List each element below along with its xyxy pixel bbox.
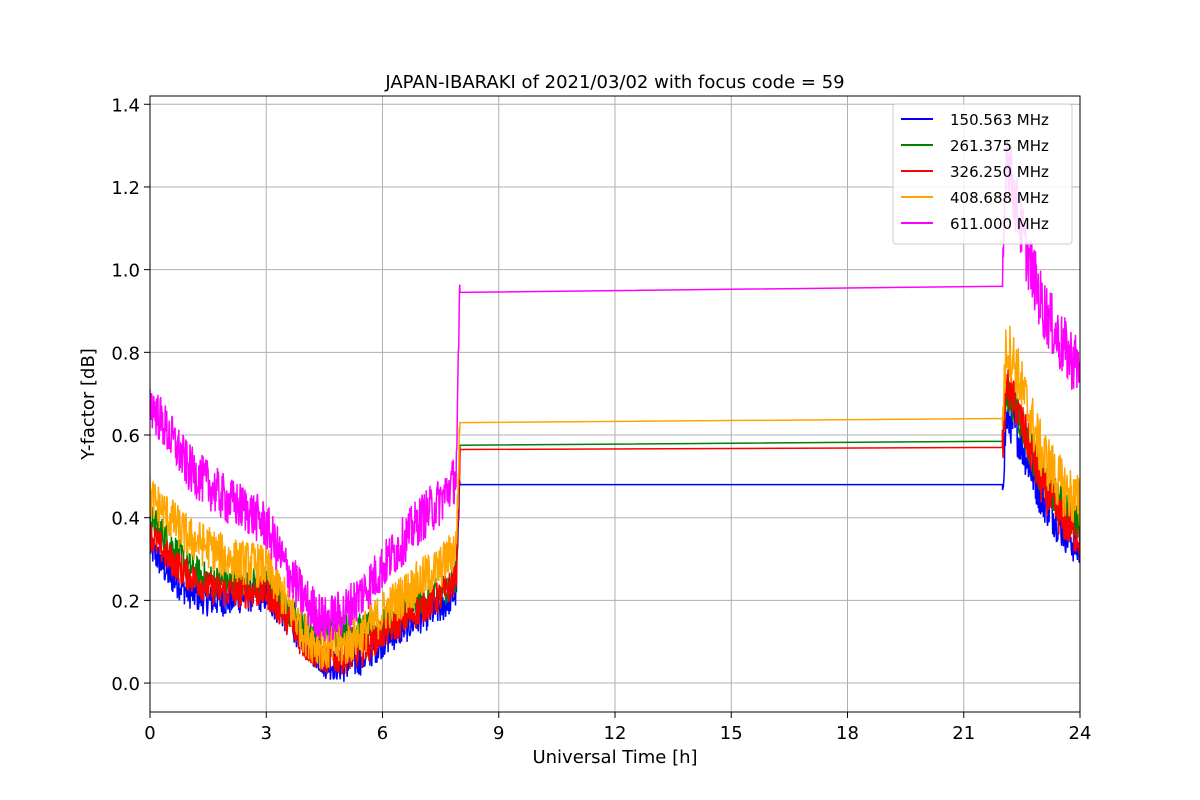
y-tick-label: 0.2 xyxy=(111,591,140,612)
y-tick-label: 0.4 xyxy=(111,509,140,530)
y-tick-label: 0.0 xyxy=(111,674,140,695)
legend-label: 326.250 MHz xyxy=(950,163,1049,181)
series-line-4 xyxy=(150,325,1080,670)
legend-label: 150.563 MHz xyxy=(950,111,1049,129)
legend-label: 261.375 MHz xyxy=(950,137,1049,155)
x-tick-label: 0 xyxy=(144,723,155,744)
x-axis-label: Universal Time [h] xyxy=(532,747,697,768)
x-tick-label: 6 xyxy=(377,723,388,744)
series-line-3 xyxy=(150,369,1080,675)
x-tick-label: 18 xyxy=(836,723,859,744)
y-tick-label: 0.6 xyxy=(111,426,140,447)
legend-label: 408.688 MHz xyxy=(950,189,1049,207)
chart-title: JAPAN-IBARAKI of 2021/03/02 with focus c… xyxy=(384,72,844,93)
legend-box xyxy=(892,103,1073,245)
legend: 150.563 MHz 261.375 MHz 326.250 MHz 408.688… xyxy=(892,103,1073,245)
y-tick-label: 1.4 xyxy=(111,95,140,116)
y-axis-label: Y-factor [dB] xyxy=(78,348,99,461)
y-tick-label: 1.2 xyxy=(111,178,140,199)
legend-label: 611.000 MHz xyxy=(950,215,1049,233)
y-tick-label: 0.8 xyxy=(111,343,140,364)
x-tick-label: 24 xyxy=(1069,723,1092,744)
y-tick-label: 1.0 xyxy=(111,261,140,282)
x-tick-label: 12 xyxy=(604,723,627,744)
x-tick-label: 9 xyxy=(493,723,504,744)
x-tick-label: 21 xyxy=(952,723,975,744)
x-tick-label: 15 xyxy=(720,723,743,744)
tick-layer: 0 3 6 9 12 15 18 21 24 0.0 0.2 0.4 0.6 0.8 1.0 1.2 1.4 xyxy=(111,95,1091,744)
x-tick-label: 3 xyxy=(261,723,272,744)
